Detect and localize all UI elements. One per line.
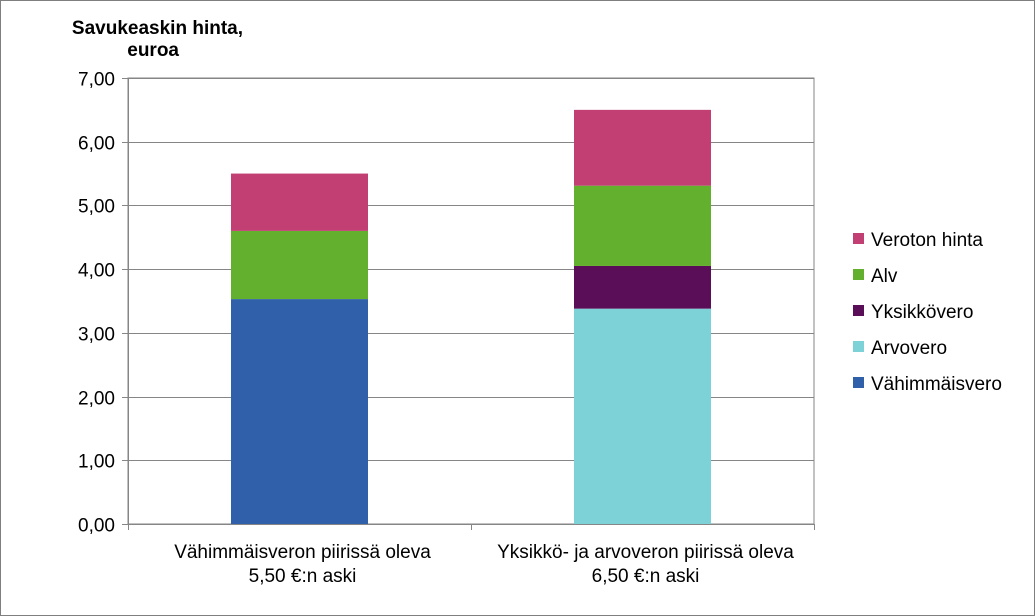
y-tick-label: 5,00: [78, 197, 115, 218]
axes: [122, 78, 815, 530]
y-tick-label: 3,00: [78, 325, 115, 346]
category-label: Vähimmäisveron piirissä oleva: [174, 542, 431, 563]
y-tick-label: 1,00: [78, 452, 115, 473]
y-tick-label: 7,00: [78, 70, 115, 91]
y-tick-label: 2,00: [78, 389, 115, 410]
legend-swatch: [853, 377, 864, 388]
legend-swatch: [853, 341, 864, 352]
plot-area-border: [127, 77, 815, 525]
legend-label: Yksikkövero: [871, 302, 973, 323]
legend: Veroton hinta Alv Yksikkövero Arvovero Vähim…: [853, 230, 1002, 395]
bar-segment-arvovero: [574, 308, 711, 524]
y-axis-title-line-2: euroa: [127, 40, 179, 61]
y-tick-label: 0,00: [78, 516, 115, 537]
bar-segment-alv: [574, 185, 711, 266]
bars: [231, 109, 711, 524]
y-tick-label: 4,00: [78, 261, 115, 282]
legend-swatch: [853, 269, 864, 280]
legend-label: Vähimmäisvero: [871, 374, 1002, 395]
legend-swatch: [853, 305, 864, 316]
y-tick-labels: 0,00 1,00 2,00 3,00 4,00 5,00 6,00 7,00: [78, 70, 115, 537]
category-label: Yksikkö- ja arvoveron piirissä oleva: [497, 542, 794, 563]
bar-segment-yksikkövero: [574, 265, 711, 309]
category-label: 6,50 €:n aski: [592, 566, 700, 587]
gridlines: [127, 77, 815, 525]
bar-segment-veroton-hinta: [574, 109, 711, 186]
category-labels: Vähimmäisveron piirissä oleva 5,50 €:n as…: [174, 542, 794, 587]
y-axis-title-line-1: Savukeaskin hinta,: [72, 18, 243, 39]
bar-segment-veroton-hinta: [231, 173, 368, 231]
category-label: 5,50 €:n aski: [249, 566, 357, 587]
bar-segment-vähimmäisvero: [231, 299, 368, 524]
legend-label: Veroton hinta: [871, 230, 983, 251]
y-tick-label: 6,00: [78, 134, 115, 155]
legend-label: Arvovero: [871, 338, 947, 359]
legend-swatch: [853, 233, 864, 244]
bar-segment-alv: [231, 230, 368, 300]
legend-label: Alv: [871, 266, 898, 287]
